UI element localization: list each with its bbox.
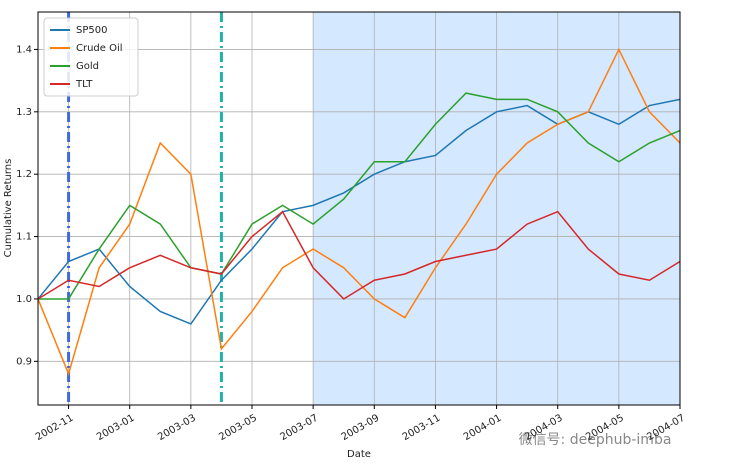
legend-label: TLT: [75, 79, 93, 90]
y-tick-label: 1.0: [16, 294, 32, 305]
x-tick-label: 2003-11: [401, 413, 443, 443]
series-line: [37, 210, 681, 300]
series-line: [38, 92, 681, 300]
x-tick-label: 2003-05: [217, 413, 259, 443]
y-tick-label: 1.1: [16, 232, 32, 243]
x-tick-label: 2004-01: [462, 413, 504, 443]
plot-frame: [37, 11, 681, 406]
x-tick-label: 2003-03: [156, 413, 198, 443]
legend-label: Crude Oil: [76, 43, 123, 54]
legend-label: SP500: [76, 25, 107, 36]
y-tick-label: 1.4: [16, 44, 32, 55]
x-tick-label: 2002-11: [34, 413, 76, 443]
x-tick-label: 2003-07: [278, 413, 320, 443]
x-tick-label: 2003-01: [95, 413, 137, 443]
x-axis-label: Date: [347, 449, 371, 460]
y-tick-label: 1.3: [16, 107, 32, 118]
series-line: [37, 47, 681, 377]
y-tick-label: 0.9: [16, 356, 32, 367]
legend-label: Gold: [76, 61, 99, 72]
x-tick-label: 2003-09: [340, 413, 382, 443]
watermark: 微信号: deephub-imba: [519, 432, 672, 448]
legend-box: [43, 17, 139, 97]
y-tick-label: 1.2: [16, 169, 32, 180]
y-axis-label: Cumulative Returns: [3, 159, 14, 258]
